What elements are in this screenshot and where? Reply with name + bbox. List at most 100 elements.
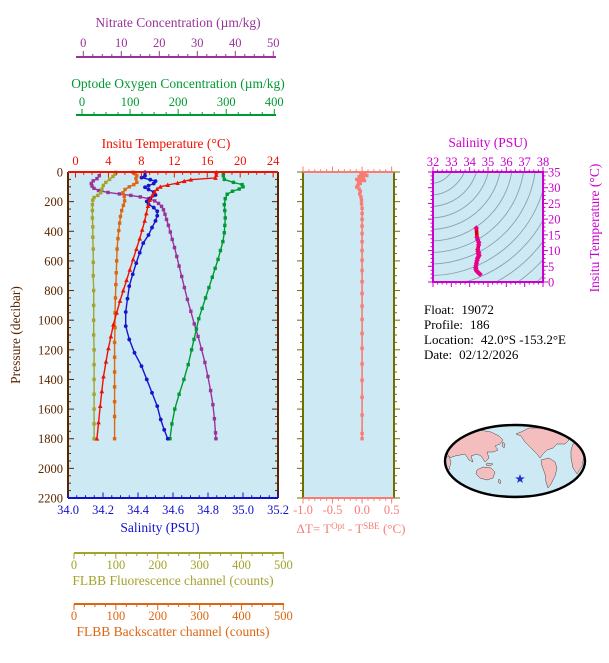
data-point [173, 407, 177, 411]
location-label: Location: [424, 332, 474, 347]
data-point [92, 362, 96, 367]
map-landmass [501, 441, 506, 449]
data-point [359, 202, 364, 206]
data-point [91, 235, 95, 239]
temperature-tick-label: 8 [138, 154, 144, 168]
data-point [357, 175, 361, 179]
data-point [90, 216, 95, 220]
data-point [200, 306, 204, 311]
data-point [114, 282, 118, 287]
salinity-tick-label: 34.4 [127, 503, 150, 517]
data-point [355, 177, 359, 182]
data-point [100, 187, 104, 191]
delta-plot-background [303, 172, 394, 498]
data-point [133, 172, 137, 176]
map-outline [443, 423, 587, 499]
data-point [144, 210, 149, 216]
nitrate-axis-title: Nitrate Concentration (µm/kg) [95, 15, 260, 30]
data-point [168, 230, 173, 234]
fluorescence-profile-series [90, 170, 118, 441]
data-point [211, 402, 215, 407]
data-point [90, 202, 95, 207]
temperature-axis: 0 4 8 12 16 20 24 Insitu Temperature (°C) [68, 136, 280, 178]
data-point [152, 189, 157, 194]
float-id-row: Float: 19072 [424, 302, 609, 317]
data-point [360, 304, 364, 308]
data-point [135, 180, 139, 185]
backscatter-axis-title: FLBB Backscatter channel (counts) [76, 624, 269, 639]
location-row: Location: 42.0°S -153.2°E [424, 332, 609, 347]
ts-x-axis-title: Salinity (PSU) [448, 135, 527, 150]
nitrate-tick-label: 0 [80, 36, 86, 50]
temperature-profile-series [94, 169, 219, 441]
data-point [155, 213, 160, 218]
salinity-axis-title: Salinity (PSU) [120, 520, 199, 535]
oxygen-profile-series [168, 171, 245, 441]
oxygen-axis: 0 100 200 300 400 Optode Oxygen Concentration… [71, 76, 285, 116]
ts-y-tick-label: 20 [548, 213, 561, 227]
data-point [192, 322, 196, 326]
data-point [161, 208, 166, 212]
data-point [101, 373, 106, 379]
data-point [132, 182, 136, 187]
pressure-tick-label: 1400 [38, 373, 63, 387]
data-point [360, 239, 364, 244]
nitrate-tick-label: 30 [191, 36, 204, 50]
data-point [117, 228, 121, 233]
data-point [240, 182, 244, 187]
data-point [218, 248, 223, 253]
data-point [117, 298, 123, 303]
data-point [143, 173, 147, 178]
backscatter-tick-label: 200 [148, 609, 167, 623]
data-point [112, 437, 117, 441]
data-point [163, 212, 167, 216]
data-point [122, 199, 127, 203]
data-point [222, 177, 226, 182]
location-value: 42.0°S -153.2°E [480, 332, 566, 347]
data-point [127, 284, 132, 288]
data-point [213, 266, 217, 271]
date-row: Date: 02/12/2026 [424, 347, 609, 362]
data-point [216, 257, 220, 262]
temperature-axis-title: Insitu Temperature (°C) [102, 136, 231, 151]
data-point [92, 348, 96, 352]
data-point [106, 345, 111, 351]
data-point [92, 392, 96, 396]
data-point [99, 191, 103, 195]
data-point [356, 183, 360, 188]
data-point [358, 192, 362, 196]
salinity-tick-label: 34.8 [197, 503, 219, 517]
data-point [99, 388, 105, 394]
date-value: 02/12/2026 [459, 347, 519, 362]
salinity-tick-label: 35.2 [267, 503, 289, 517]
nitrate-tick-label: 20 [153, 36, 166, 50]
ts-y-tick-label: 15 [548, 228, 561, 242]
data-point [362, 178, 367, 183]
data-point [90, 208, 95, 213]
data-point [221, 174, 226, 178]
data-point [154, 186, 160, 191]
data-point [111, 174, 115, 179]
data-point [197, 317, 201, 321]
data-point [177, 264, 181, 268]
data-point [94, 436, 100, 441]
data-point [355, 185, 359, 189]
plot-background [68, 172, 278, 498]
data-point [359, 195, 363, 199]
data-point [358, 181, 363, 186]
data-point [172, 245, 177, 250]
nitrate-tick-label: 40 [229, 36, 242, 50]
delta-tick-label: -1.0 [293, 503, 313, 517]
delta-tick-label: -0.5 [323, 503, 343, 517]
data-point [104, 180, 108, 185]
data-point [97, 174, 101, 178]
temperature-tick-label: 12 [168, 154, 181, 168]
oxygen-tick-label: 300 [217, 95, 236, 109]
data-point [170, 237, 174, 242]
ts-x-tick-label: 32 [427, 155, 440, 169]
data-point [90, 184, 94, 188]
data-point [134, 176, 138, 181]
data-point [96, 193, 100, 198]
nitrate-tick-label: 10 [115, 36, 128, 50]
